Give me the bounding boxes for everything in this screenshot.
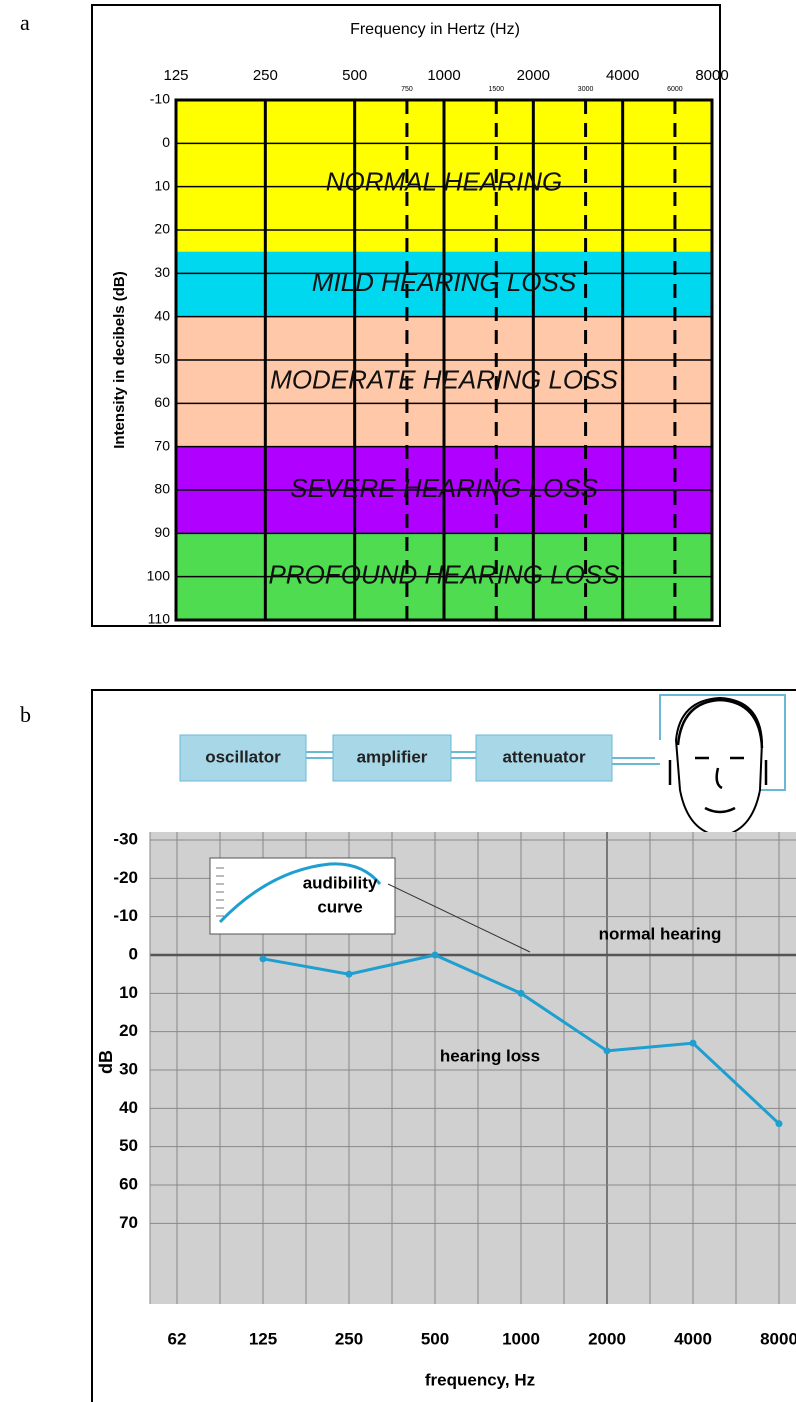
data-point [518, 990, 525, 997]
panel-label: a [20, 10, 30, 35]
x-tick-label: 500 [342, 67, 367, 84]
x-tick-label: 1000 [502, 1329, 540, 1348]
y-tick-label: 10 [154, 177, 170, 193]
annotation: normal hearing [599, 924, 722, 943]
x-tick-label: 125 [249, 1329, 277, 1348]
panel-label: b [20, 702, 31, 727]
y-tick-label: 0 [129, 944, 138, 963]
y-tick-label: 30 [154, 264, 170, 280]
x-tick-label: 2000 [588, 1329, 626, 1348]
y-tick-label: 60 [119, 1174, 138, 1193]
x-tick-label: 8000 [760, 1329, 796, 1348]
head-icon [676, 698, 762, 836]
data-point [690, 1040, 697, 1047]
panel-b: oscillator amplifier attenuator -30 -20 -10 0 1… [96, 695, 796, 1389]
y-tick-label: 100 [147, 567, 171, 583]
y-tick-label: 20 [154, 221, 170, 237]
x-tick-label: 1000 [427, 67, 460, 84]
x-tick-label: 2000 [517, 67, 550, 84]
data-point [346, 971, 353, 978]
y-tick-label: 20 [119, 1021, 138, 1040]
panel-a: -10 0 10 20 30 40 50 60 70 80 90 100 110 125 250 500 100… [111, 21, 729, 626]
y-tick-label: 40 [154, 307, 170, 323]
y-tick-label: 50 [154, 351, 170, 367]
inset-label: curve [317, 897, 362, 916]
inset-label: audibility [303, 873, 378, 892]
y-tick-label: 70 [154, 437, 170, 453]
annotation: hearing loss [440, 1046, 540, 1065]
y-axis-label: Intensity in decibels (dB) [111, 271, 128, 449]
diagram-label: oscillator [205, 747, 281, 766]
x-tick-label: 4000 [606, 67, 639, 84]
x-minor-tick-label: 1500 [488, 86, 504, 93]
x-tick-label: 250 [253, 67, 278, 84]
band-label: SEVERE HEARING LOSS [290, 473, 598, 503]
y-axis-label: dB [96, 1050, 116, 1074]
x-tick-label: 8000 [695, 67, 728, 84]
y-tick-label: 80 [154, 481, 170, 497]
x-minor-tick-label: 6000 [667, 86, 683, 93]
y-tick-label: 90 [154, 524, 170, 540]
x-axis-label: Frequency in Hertz (Hz) [350, 21, 520, 38]
data-point [260, 955, 267, 962]
x-tick-label: 4000 [674, 1329, 712, 1348]
diagram-label: amplifier [357, 747, 428, 766]
y-tick-label: 60 [154, 394, 170, 410]
x-tick-label: 125 [163, 67, 188, 84]
y-tick-label: -10 [113, 906, 138, 925]
y-tick-label: 70 [119, 1213, 138, 1232]
y-tick-label: 30 [119, 1059, 138, 1078]
x-tick-label: 500 [421, 1329, 449, 1348]
y-tick-label: 40 [119, 1098, 138, 1117]
y-tick-label: 50 [119, 1136, 138, 1155]
diagram-label: attenuator [502, 747, 586, 766]
y-tick-label: 110 [148, 611, 171, 627]
data-point [432, 952, 439, 959]
band-label: MILD HEARING LOSS [312, 267, 577, 297]
x-minor-tick-label: 750 [401, 86, 413, 93]
y-tick-label: -30 [113, 829, 138, 848]
y-tick-label: -20 [113, 868, 138, 887]
y-tick-label: -10 [150, 91, 170, 107]
figure: a b -10010203040506070809010011012525050… [0, 0, 796, 1402]
data-point [776, 1120, 783, 1127]
y-tick-label: 10 [119, 983, 138, 1002]
band-label: PROFOUND HEARING LOSS [268, 560, 620, 590]
y-tick-label: 0 [162, 134, 170, 150]
x-axis-label: frequency, Hz [425, 1370, 535, 1389]
x-tick-label: 250 [335, 1329, 363, 1348]
band-label: MODERATE HEARING LOSS [270, 365, 618, 395]
x-tick-label: 62 [168, 1329, 187, 1348]
data-point [604, 1047, 611, 1054]
band-label: NORMAL HEARING [326, 167, 562, 197]
x-minor-tick-label: 3000 [578, 86, 594, 93]
